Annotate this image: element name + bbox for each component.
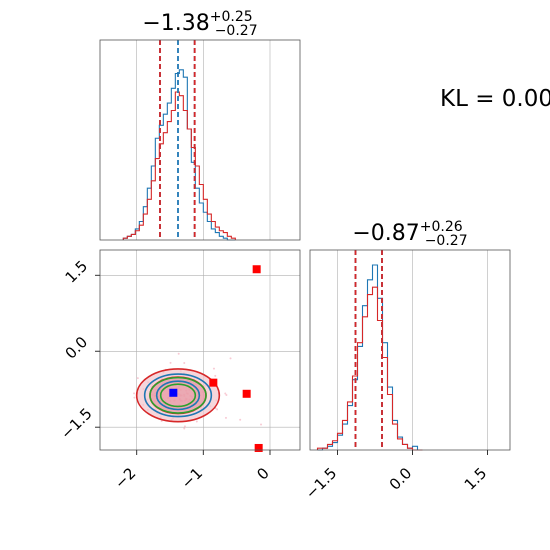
joint-panel: −2 −1 0 1.5 0.0 −1.5 bbox=[57, 249, 301, 492]
sample-point bbox=[183, 425, 186, 428]
x-tick-label: −1 bbox=[178, 464, 206, 492]
x-tick-label: 0 bbox=[253, 464, 272, 483]
sample-point bbox=[224, 416, 227, 419]
red-marker bbox=[242, 389, 251, 398]
sample-point bbox=[225, 394, 228, 397]
marginal-y-title: −0.87+0.26 −0.27 bbox=[352, 219, 467, 249]
sample-point bbox=[183, 362, 186, 365]
marginal-x-title: −1.38+0.25 −0.27 bbox=[142, 9, 257, 39]
blue-marker bbox=[169, 388, 178, 397]
histogram-step bbox=[122, 91, 236, 240]
sample-point bbox=[136, 377, 139, 380]
marginal-x-panel: −1.38+0.25 −0.27 bbox=[99, 9, 301, 241]
sample-point bbox=[212, 367, 215, 370]
sample-point bbox=[260, 423, 263, 426]
kl-label: KL = 0.00 bbox=[440, 86, 550, 112]
sample-point bbox=[177, 352, 180, 355]
sample-point bbox=[224, 392, 227, 395]
red-marker bbox=[209, 378, 218, 387]
marginal-y-frame bbox=[309, 249, 511, 451]
contour-line bbox=[155, 380, 201, 411]
contour-line bbox=[143, 373, 213, 418]
sample-point bbox=[239, 418, 242, 421]
sample-point bbox=[133, 392, 136, 395]
histogram-step bbox=[317, 264, 423, 451]
marginal-y-panel: −0.87+0.26 −0.27 −1.5 0.0 1.5 bbox=[302, 219, 511, 503]
y-tick-label: 1.5 bbox=[62, 257, 92, 287]
red-marker bbox=[254, 443, 263, 452]
x-tick-label: −1.5 bbox=[302, 464, 340, 502]
y-tick-label: −1.5 bbox=[57, 404, 95, 442]
sample-point bbox=[195, 420, 198, 423]
contour-line bbox=[159, 383, 197, 408]
sample-point bbox=[169, 361, 172, 364]
sample-point bbox=[133, 396, 136, 399]
sample-point bbox=[183, 427, 186, 430]
contour-fill bbox=[150, 377, 206, 414]
joint-frame bbox=[99, 249, 301, 451]
red-marker bbox=[252, 265, 261, 274]
x-tick-label: 0.0 bbox=[386, 464, 416, 494]
x-tick-label: 1.5 bbox=[461, 464, 491, 494]
contour-line bbox=[135, 368, 221, 423]
sample-point bbox=[229, 357, 232, 360]
marginal-x-frame bbox=[99, 39, 301, 241]
y-tick-label: 0.0 bbox=[62, 333, 92, 363]
sample-point bbox=[214, 374, 217, 377]
contour-line bbox=[149, 376, 207, 414]
histogram-step bbox=[316, 286, 423, 451]
x-tick-label: −2 bbox=[111, 464, 139, 492]
sample-point bbox=[216, 408, 219, 411]
